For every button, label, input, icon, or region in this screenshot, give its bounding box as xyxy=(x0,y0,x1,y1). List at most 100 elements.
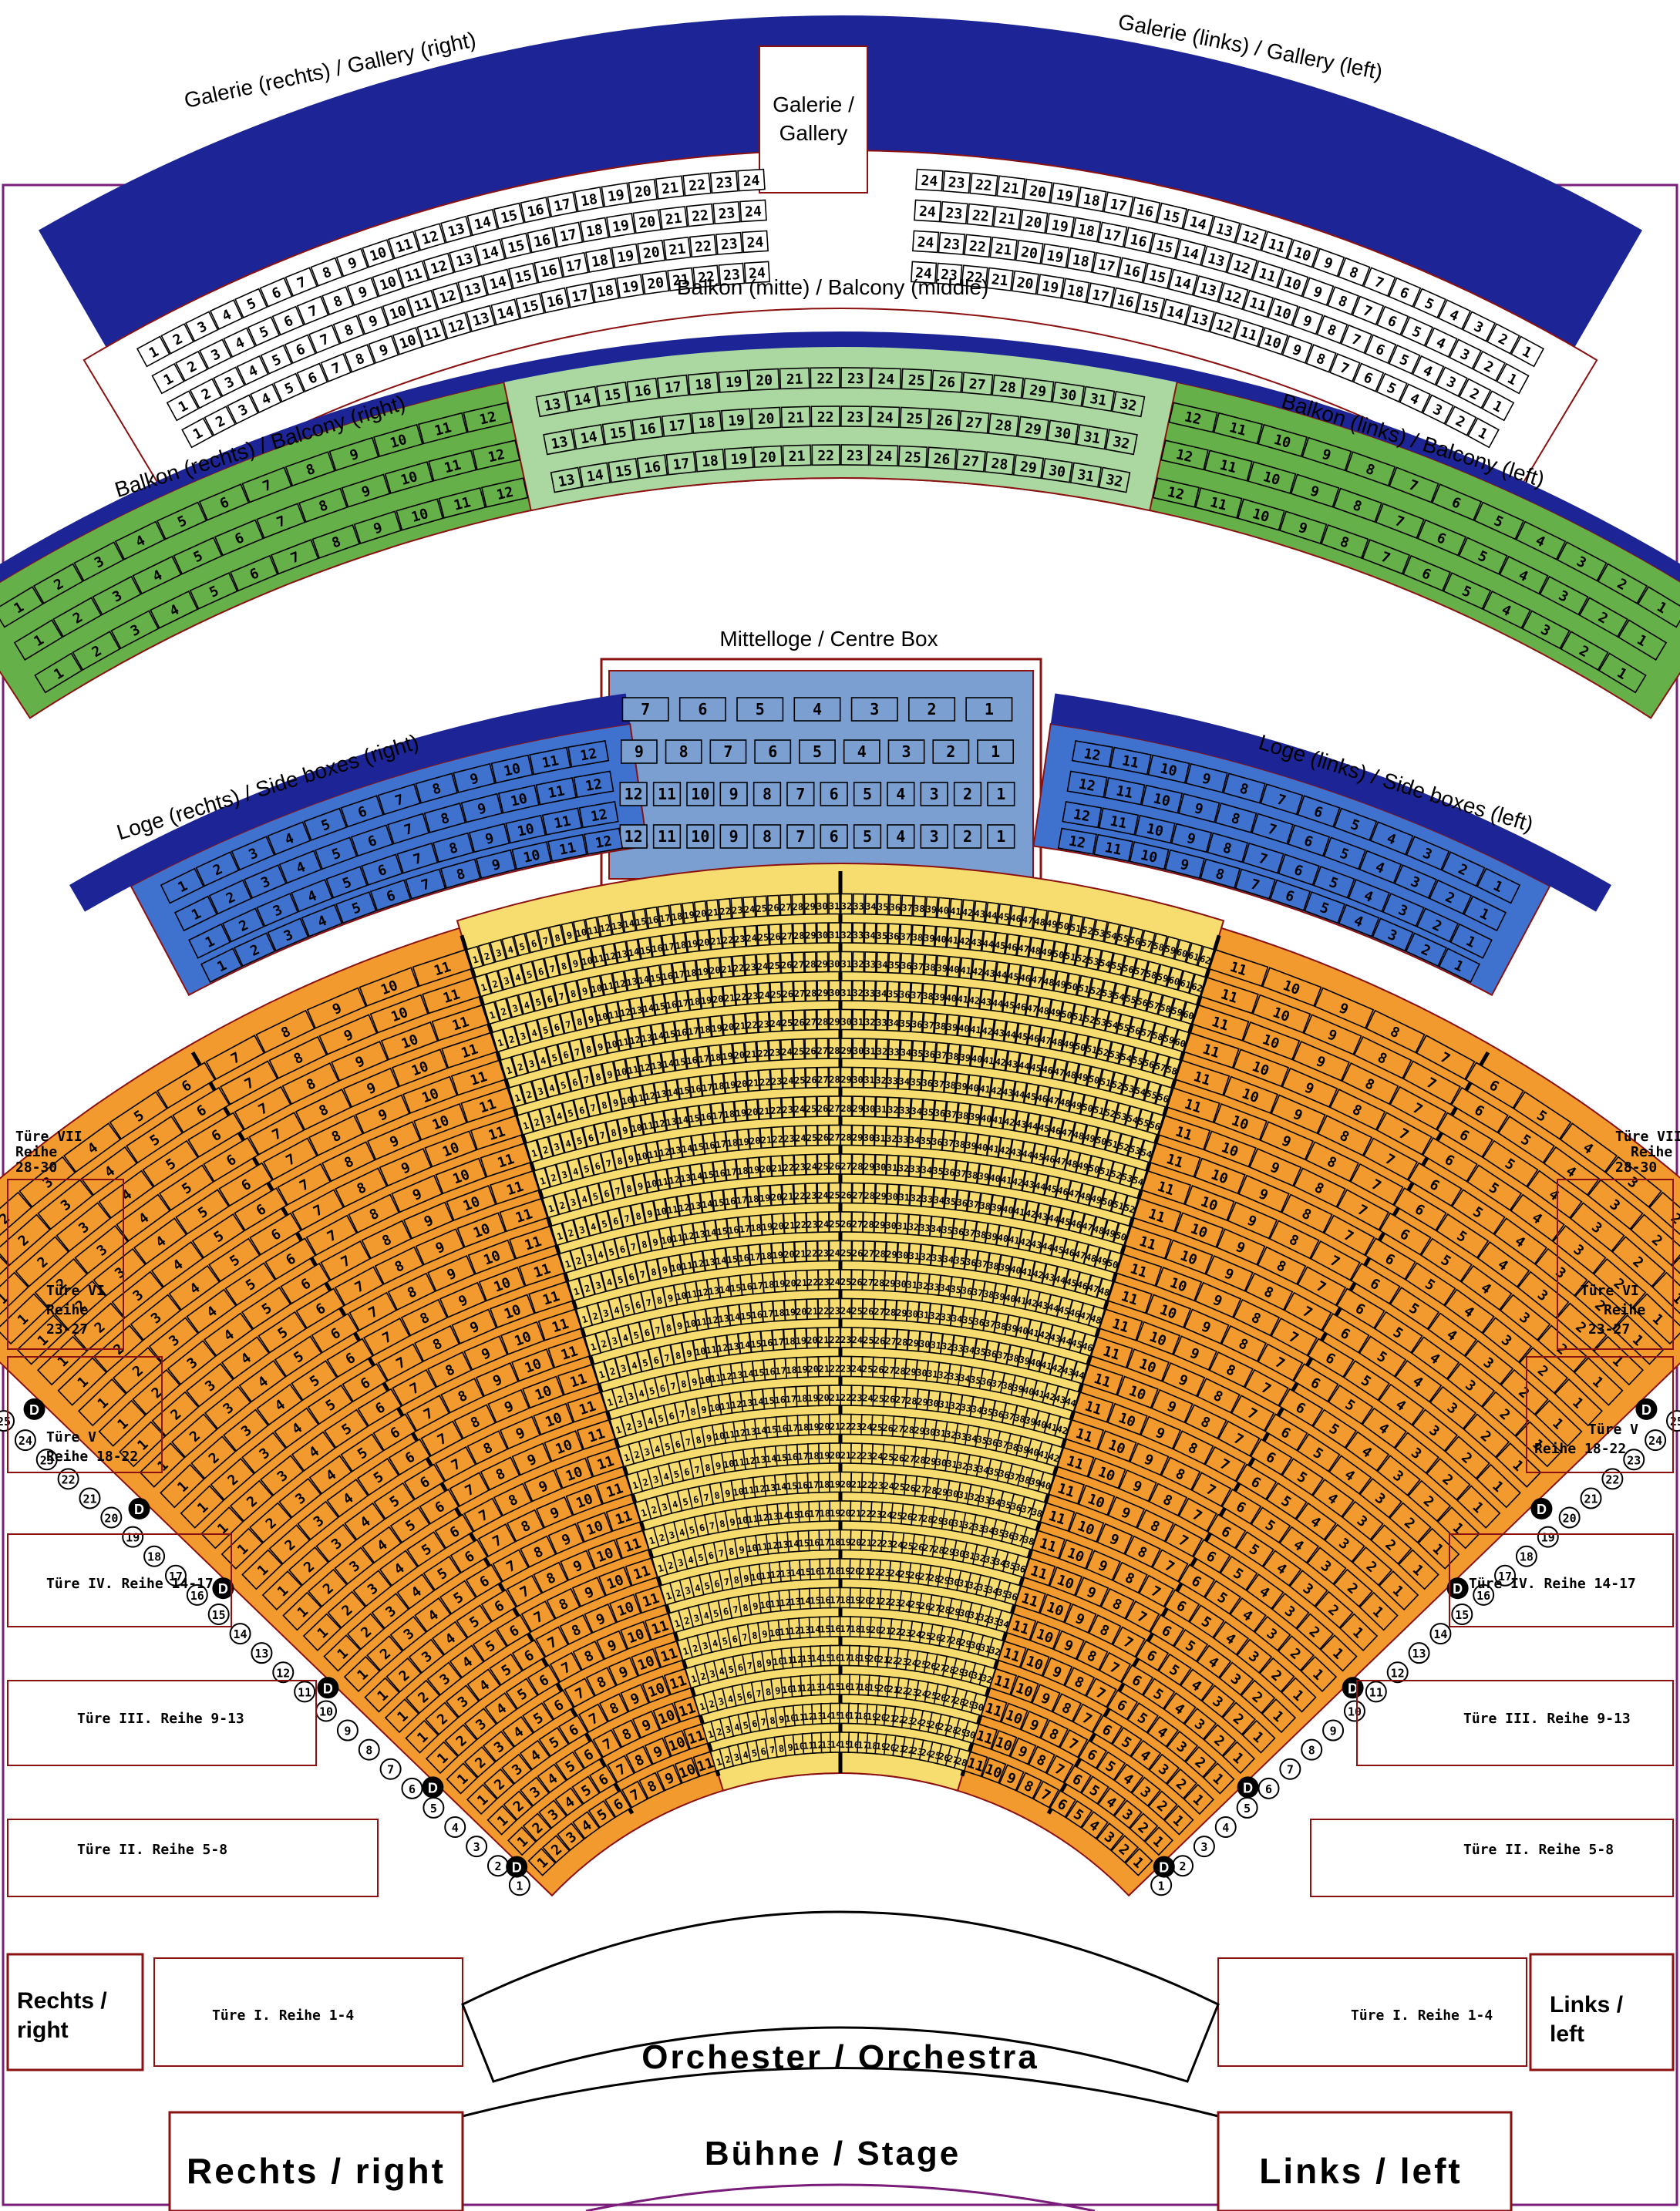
galerie-left-seat: 19 xyxy=(1045,213,1076,238)
parkett-mid-seat: 29 xyxy=(873,1211,887,1234)
parkett-mid-seat: 17 xyxy=(737,1215,752,1238)
seat-number: 18 xyxy=(1082,191,1101,210)
seat-number: 31 xyxy=(1089,391,1108,409)
mittelloge-seat: 5 xyxy=(853,782,882,806)
seat-number: 16 xyxy=(1135,201,1155,220)
galerie-left-seat: 15 xyxy=(1156,202,1188,230)
seat-number: 28 xyxy=(894,1365,906,1377)
seat-number: 5 xyxy=(813,742,822,761)
parkett-mid-seat: 28 xyxy=(872,1269,886,1292)
galerie-left-seat: 8 xyxy=(1327,286,1359,316)
seat-number: 15 xyxy=(614,463,633,481)
seat-number: 32 xyxy=(920,1251,932,1263)
seat-number: 25 xyxy=(907,372,925,389)
seat-number: 6 xyxy=(830,785,839,803)
seat-number: 28 xyxy=(884,1307,896,1318)
seat-number: 22 xyxy=(807,1277,819,1287)
seat-number: 19 xyxy=(830,1508,840,1519)
parkett-mid-seat: 20 xyxy=(783,1270,798,1293)
parkett-mid-seat: 15 xyxy=(785,1472,799,1496)
seat-number: 11 xyxy=(1103,840,1123,859)
seat-box xyxy=(136,335,170,368)
seat-number: 30 xyxy=(1059,386,1077,405)
galerie-right-seat: 10 xyxy=(372,268,404,298)
seat-box xyxy=(1182,208,1214,237)
seat-box xyxy=(362,239,395,268)
seat-number: 29 xyxy=(896,1307,907,1319)
galerie-left-seat: 19 xyxy=(1049,182,1080,208)
balkon-mid-seat: 14 xyxy=(565,385,599,412)
seat-number: 13 xyxy=(550,434,569,453)
galerie-right-seat: 7 xyxy=(296,295,329,325)
seat-number: 26 xyxy=(873,1364,884,1375)
seat-box xyxy=(493,202,525,230)
mittelloge-seat: 5 xyxy=(853,824,882,849)
seat-number: 12 xyxy=(1077,776,1096,795)
galerie-left-seat: 21 xyxy=(989,236,1018,261)
balkon-mid-seat: 32 xyxy=(1105,429,1138,456)
galerie-left-seat: 13 xyxy=(1200,245,1232,274)
seat-number: 26 xyxy=(874,1335,886,1347)
mittelloge-seat: 8 xyxy=(752,824,782,849)
seat-number: 10 xyxy=(691,785,709,803)
balkon-mid-seat: 32 xyxy=(1111,391,1146,418)
seat-number: 19 xyxy=(774,1278,786,1290)
parkett-mid-seat: 16 xyxy=(796,1472,810,1495)
seat-number: 27 xyxy=(885,1336,897,1348)
parkett-mid-seat: 22 xyxy=(794,1211,808,1234)
seat-number: 23 xyxy=(943,236,961,254)
parkett-mid-seat: 20 xyxy=(794,1298,808,1321)
mittelloge-seat: 11 xyxy=(652,824,682,849)
seat-number: 17 xyxy=(808,1479,820,1491)
balkon-mid-seat: 20 xyxy=(750,406,782,430)
galerie-right-seat: 15 xyxy=(493,202,525,230)
galerie-right-seat: 20 xyxy=(632,209,662,234)
seat-number: 4 xyxy=(896,785,905,803)
seat-number: 18 xyxy=(695,376,712,394)
seat-number: 11 xyxy=(1109,813,1128,833)
balkon-mid-seat: 23 xyxy=(840,444,870,466)
galerie-right-seat: 5 xyxy=(247,316,281,347)
seat-number: 27 xyxy=(874,1306,885,1318)
seat-number: 37 xyxy=(976,1258,988,1270)
seat-number: 14 xyxy=(579,429,598,447)
seat-number: 8 xyxy=(679,742,688,761)
seat-number: 12 xyxy=(625,827,643,846)
galerie-left-seat: 11 xyxy=(1261,231,1294,260)
seat-number: 17 xyxy=(819,1537,830,1548)
mittelloge-seat: 2 xyxy=(932,739,970,764)
seat-number: 18 xyxy=(585,221,604,240)
seat-box xyxy=(247,316,281,347)
seat-number: 27 xyxy=(961,453,979,470)
parkett-mid-seat: 16 xyxy=(807,1530,821,1552)
seat-number: 30 xyxy=(1053,424,1072,443)
seat-number: 28 xyxy=(864,1190,875,1201)
seat-number: 16 xyxy=(774,1395,786,1406)
galerie-left-seat: 20 xyxy=(1023,178,1053,204)
seat-number: 24 xyxy=(745,204,763,220)
seat-number: 19 xyxy=(772,1250,783,1261)
balkon-mid-seat: 14 xyxy=(572,423,605,450)
seat-number: 23 xyxy=(720,236,738,254)
parkett-mid-seat: 18 xyxy=(817,1471,831,1493)
seat-number: 24 xyxy=(877,372,894,389)
seat-number: 16 xyxy=(786,1452,798,1463)
seat-box xyxy=(259,277,293,308)
galerie-left-seat: 5 xyxy=(1400,316,1434,347)
balkon-mid-seat: 18 xyxy=(687,372,719,396)
balkon-mid-seat: 27 xyxy=(958,410,990,434)
galerie-right-seat: 8 xyxy=(322,286,354,316)
balkon-mid-seat: 18 xyxy=(695,448,726,473)
seat-number: 28 xyxy=(874,1248,886,1260)
seat-number: 28 xyxy=(906,1395,918,1407)
galerie-left-seat: 14 xyxy=(1182,208,1214,237)
galerie-left-seat: 17 xyxy=(1097,221,1128,248)
parkett-mid-seat: 30 xyxy=(886,1183,900,1206)
balkon-mid-seat: 26 xyxy=(928,408,960,432)
seat-number: 25 xyxy=(840,1277,851,1287)
galerie-left-seat: 4 xyxy=(1437,299,1472,331)
galerie-right-seat: 16 xyxy=(520,197,551,224)
seat-number: 19 xyxy=(730,451,748,468)
seat-number: 22 xyxy=(817,448,834,464)
balkon-mid-seat: 23 xyxy=(840,406,870,428)
